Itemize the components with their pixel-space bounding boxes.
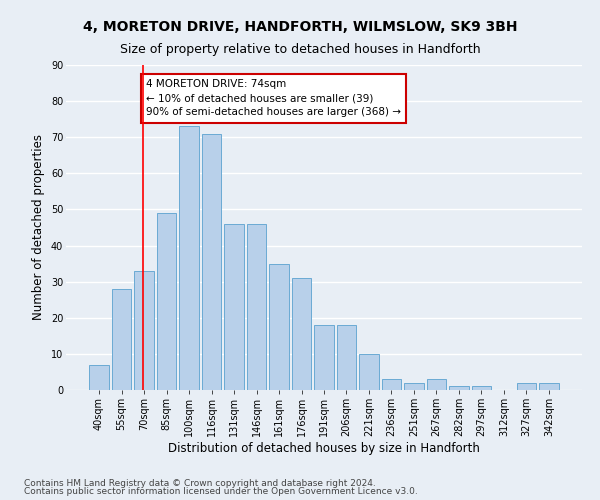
Bar — [359, 354, 379, 390]
Bar — [224, 224, 244, 390]
Bar — [292, 278, 311, 390]
Bar — [314, 325, 334, 390]
Bar — [472, 386, 491, 390]
Bar — [247, 224, 266, 390]
Bar — [179, 126, 199, 390]
Text: Size of property relative to detached houses in Handforth: Size of property relative to detached ho… — [119, 42, 481, 56]
Text: 4 MORETON DRIVE: 74sqm
← 10% of detached houses are smaller (39)
90% of semi-det: 4 MORETON DRIVE: 74sqm ← 10% of detached… — [146, 80, 401, 118]
Text: Contains public sector information licensed under the Open Government Licence v3: Contains public sector information licen… — [24, 487, 418, 496]
X-axis label: Distribution of detached houses by size in Handforth: Distribution of detached houses by size … — [168, 442, 480, 455]
Bar — [382, 379, 401, 390]
Y-axis label: Number of detached properties: Number of detached properties — [32, 134, 45, 320]
Text: Contains HM Land Registry data © Crown copyright and database right 2024.: Contains HM Land Registry data © Crown c… — [24, 478, 376, 488]
Text: 4, MORETON DRIVE, HANDFORTH, WILMSLOW, SK9 3BH: 4, MORETON DRIVE, HANDFORTH, WILMSLOW, S… — [83, 20, 517, 34]
Bar — [404, 383, 424, 390]
Bar — [134, 271, 154, 390]
Bar — [337, 325, 356, 390]
Bar — [157, 213, 176, 390]
Bar — [89, 364, 109, 390]
Bar — [539, 383, 559, 390]
Bar — [449, 386, 469, 390]
Bar — [517, 383, 536, 390]
Bar — [202, 134, 221, 390]
Bar — [269, 264, 289, 390]
Bar — [427, 379, 446, 390]
Bar — [112, 289, 131, 390]
